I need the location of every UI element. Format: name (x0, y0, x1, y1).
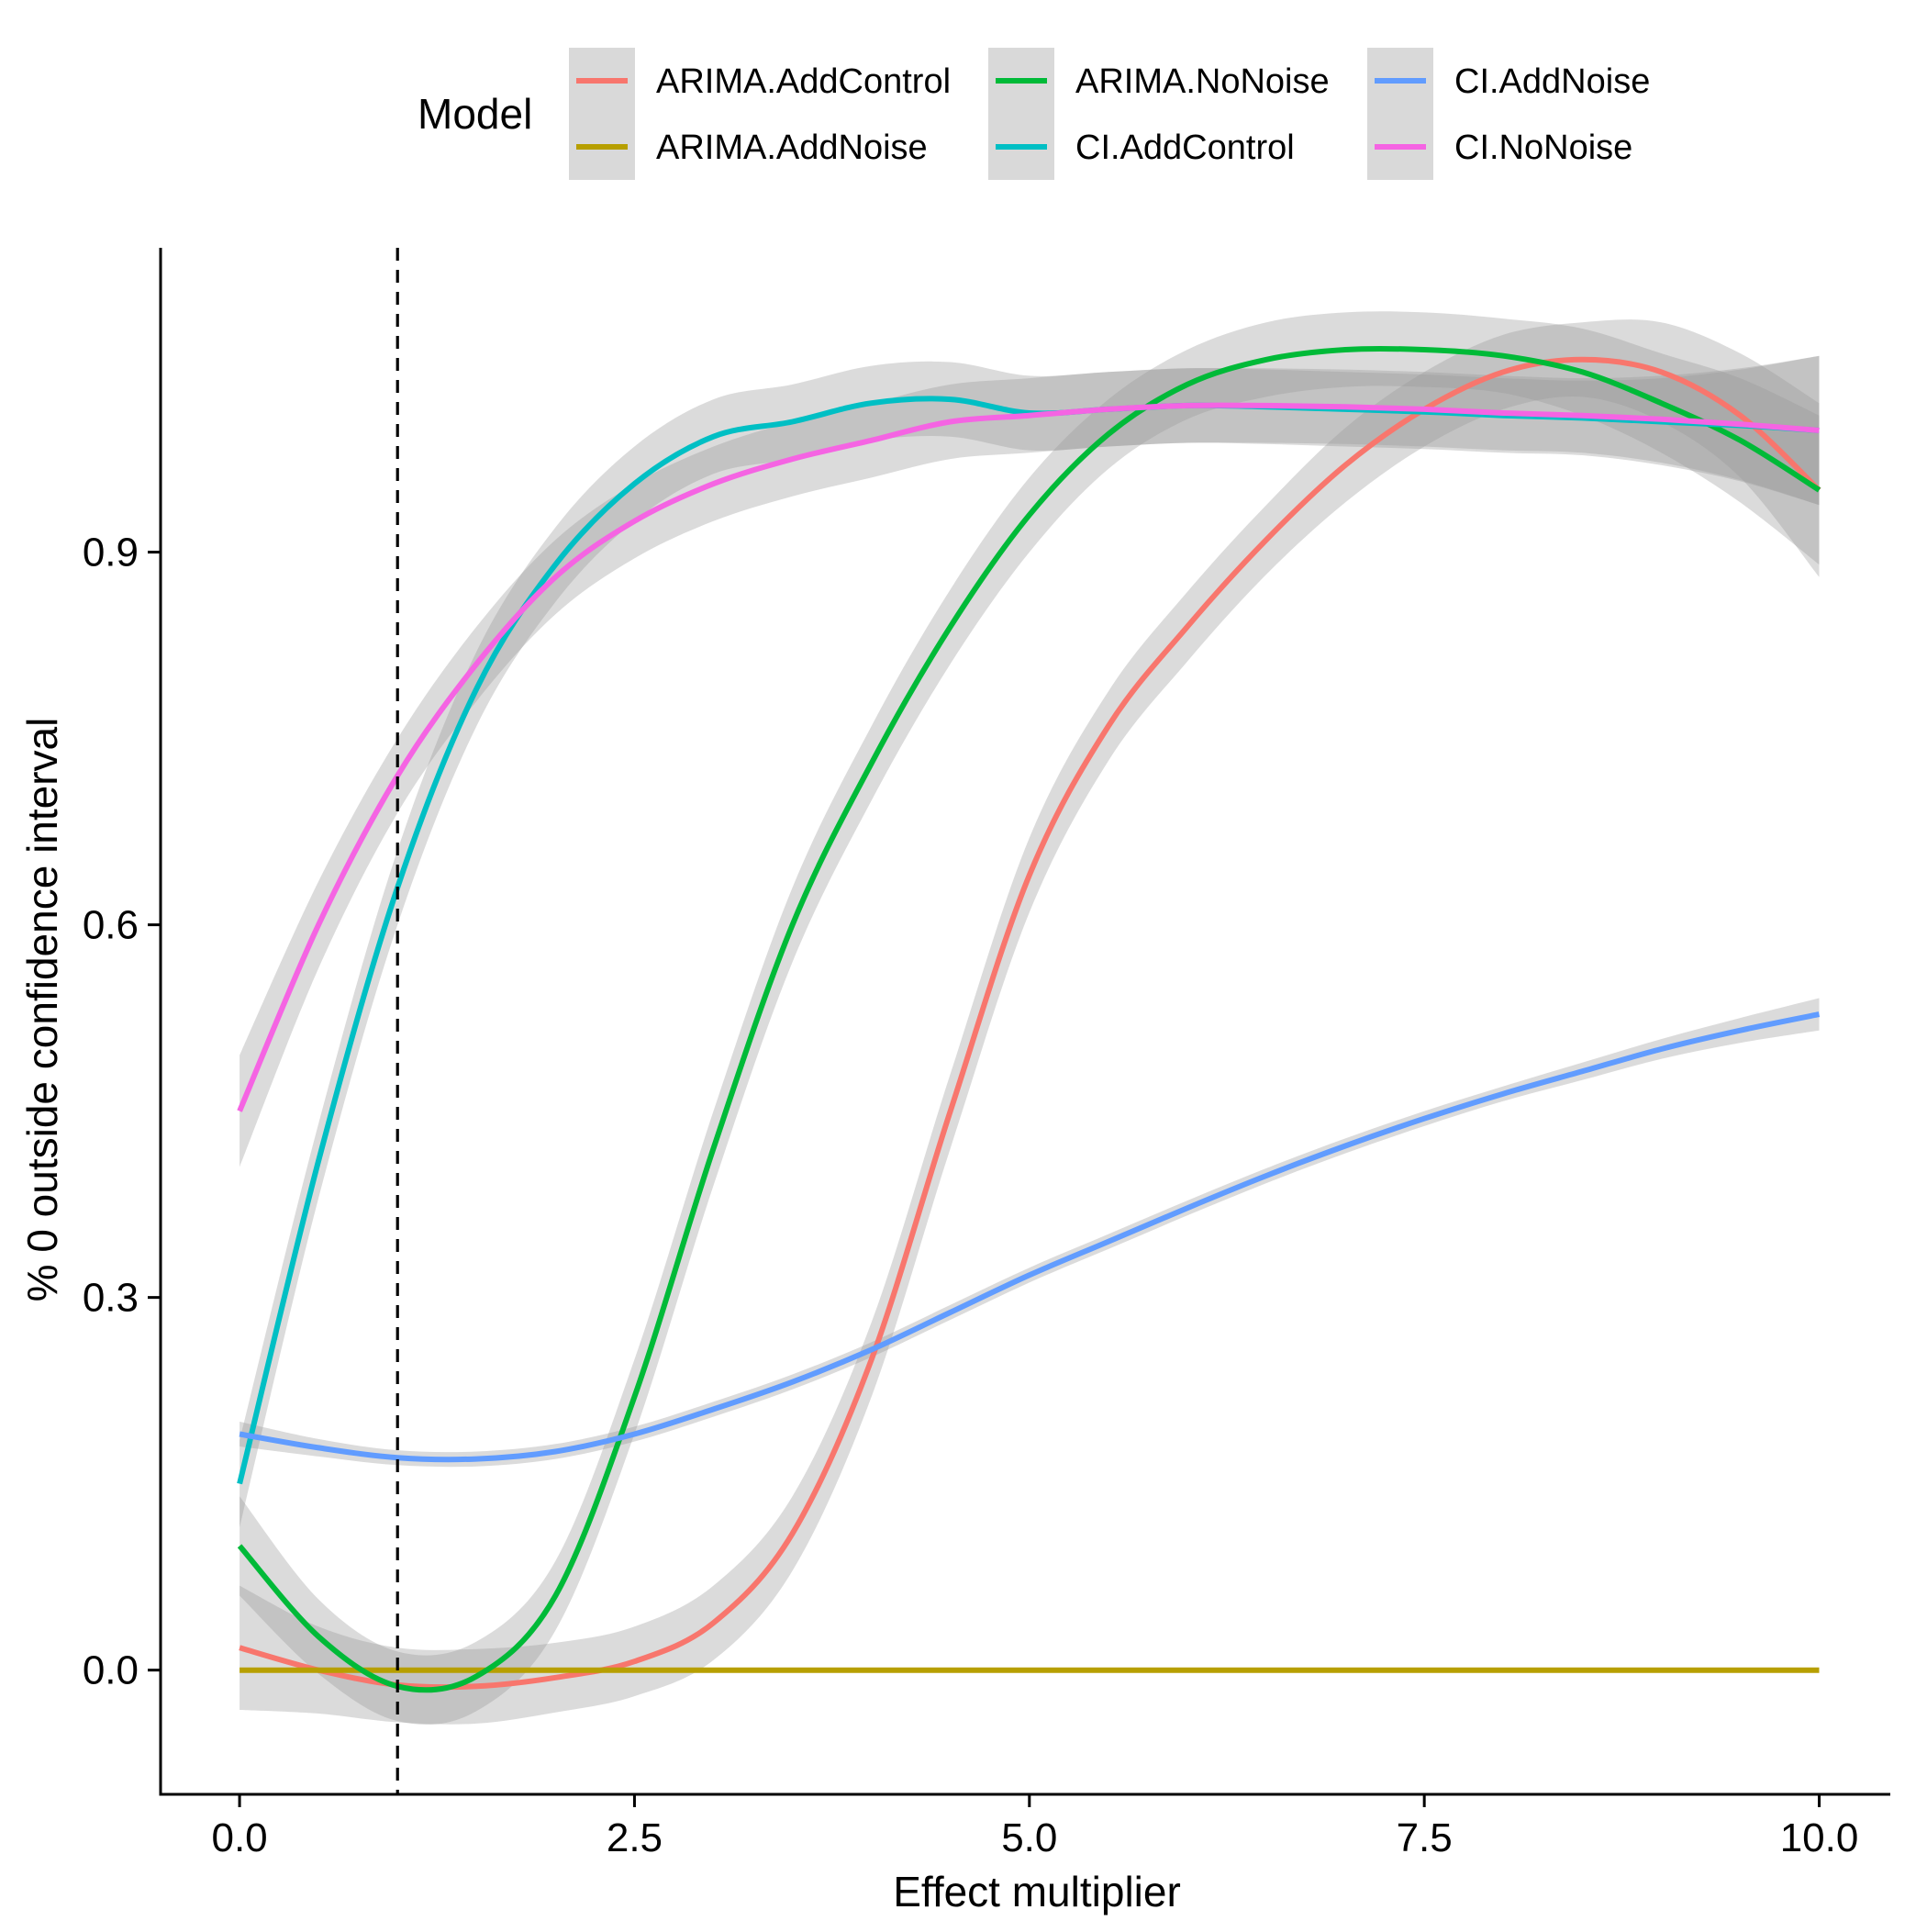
legend-item-arima-nonoise: ARIMA.NoNoise (988, 48, 1330, 114)
series-line-arima-addcontrol (239, 356, 1821, 1691)
x-tick-label: 7.5 (1397, 1815, 1453, 1860)
x-tick-label: 5.0 (1001, 1815, 1057, 1860)
legend-label: CI.NoNoise (1454, 128, 1632, 167)
y-tick-label: 0.9 (83, 530, 139, 575)
axes: 0.0 2.5 5.0 7.5 10.0 0.0 0.3 0.6 0.9 (83, 248, 1890, 1860)
y-tick-label: 0.0 (83, 1648, 139, 1693)
legend-item-ci-nonoise: CI.NoNoise (1367, 114, 1632, 180)
x-tick-label: 0.0 (211, 1815, 267, 1860)
confidence-band-arima-nonoise (239, 311, 1820, 1725)
legend-item-ci-addcontrol: CI.AddControl (988, 114, 1295, 180)
confidence-band-ci-addnoise (239, 998, 1820, 1468)
series-line-ci-addnoise (239, 1011, 1821, 1463)
series-line-arima-nonoise (237, 345, 1821, 1693)
y-axis-title: % 0 outside confidence interval (18, 718, 66, 1302)
legend-item-arima-addcontrol: ARIMA.AddControl (569, 48, 951, 114)
series-lines (237, 345, 1821, 1693)
legend-title: Model (418, 90, 532, 138)
series-line-ci-addcontrol (237, 396, 1820, 1485)
confidence-band-ci-nonoise (239, 355, 1820, 1167)
legend-label: CI.AddControl (1075, 128, 1295, 167)
x-tick-label: 10.0 (1780, 1815, 1859, 1860)
x-axis-title: Effect multiplier (893, 1868, 1181, 1915)
legend: Model ARIMA.AddControl ARIMA.AddNoise ARIM… (418, 48, 1650, 180)
y-tick-label: 0.6 (83, 903, 139, 948)
legend-label: ARIMA.AddControl (656, 62, 951, 101)
confidence-bands (239, 311, 1820, 1725)
series-line-ci-nonoise (237, 402, 1820, 1112)
x-tick-label: 2.5 (607, 1815, 663, 1860)
legend-label: CI.AddNoise (1454, 62, 1650, 101)
legend-item-ci-addnoise: CI.AddNoise (1367, 48, 1650, 114)
y-tick-label: 0.3 (83, 1276, 139, 1321)
legend-label: ARIMA.NoNoise (1075, 62, 1330, 101)
legend-label: ARIMA.AddNoise (656, 128, 928, 167)
legend-item-arima-addnoise: ARIMA.AddNoise (569, 114, 928, 180)
